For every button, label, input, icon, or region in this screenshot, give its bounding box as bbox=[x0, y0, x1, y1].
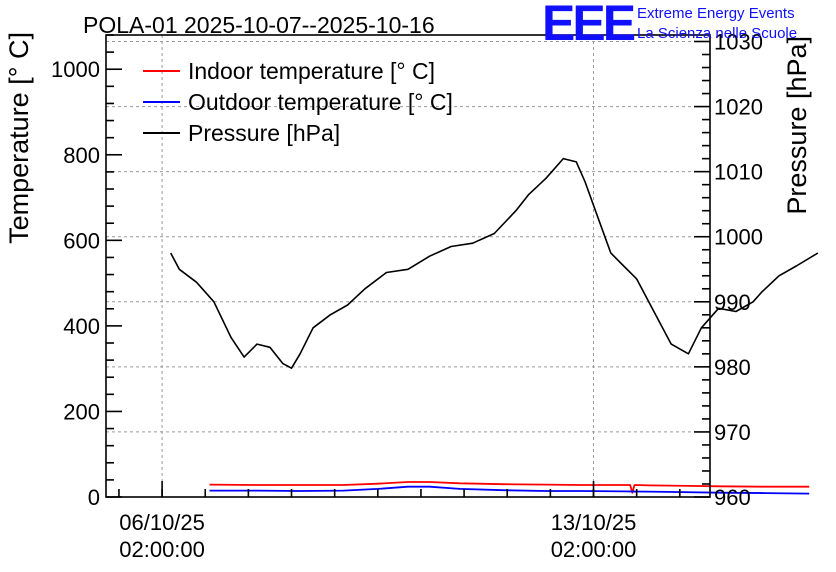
legend-label-outdoor: Outdoor temperature [° C] bbox=[188, 89, 453, 115]
y-left-tick-label: 200 bbox=[63, 399, 100, 424]
eee-logo-line2: La Scienza nelle Scuole bbox=[637, 25, 797, 42]
series-line-outdoor-temperature bbox=[209, 485, 810, 495]
y-right-tick-label: 990 bbox=[714, 290, 751, 315]
series-layer bbox=[169, 157, 819, 495]
legend-label-pressure: Pressure [hPa] bbox=[188, 120, 340, 146]
y-right-tick-label: 1030 bbox=[714, 30, 763, 55]
x-tick-label-date: 13/10/25 bbox=[551, 510, 637, 535]
y-right-tick-label: 1010 bbox=[714, 160, 763, 185]
y-left-tick-label: 800 bbox=[63, 143, 100, 168]
y-axis-left-label: Temperature [° C] bbox=[4, 32, 34, 244]
legend-label-indoor: Indoor temperature [° C] bbox=[188, 58, 435, 84]
y-axis-right-label: Pressure [hPa] bbox=[782, 36, 812, 215]
y-right-tick-label: 970 bbox=[714, 420, 751, 445]
series-line-pressure bbox=[169, 157, 819, 370]
x-tick-label-date: 06/10/25 bbox=[119, 510, 205, 535]
grid-layer bbox=[106, 35, 710, 497]
eee-logo-mark: EEE bbox=[542, 0, 635, 51]
eee-logo: EEE Extreme Energy Events La Scienza nel… bbox=[542, 0, 797, 51]
tick-layer: 0 200 400 600 800 1000 960 970 980 990 1000 1010 102… bbox=[51, 30, 763, 562]
y-right-tick-label: 1020 bbox=[714, 95, 763, 120]
eee-logo-line1: Extreme Energy Events bbox=[637, 5, 795, 22]
legend: Indoor temperature [° C] Outdoor tempera… bbox=[143, 58, 453, 146]
y-left-tick-label: 0 bbox=[88, 485, 100, 510]
y-left-tick-label: 600 bbox=[63, 228, 100, 253]
chart-title: POLA-01 2025-10-07--2025-10-16 bbox=[83, 12, 435, 38]
y-right-tick-label: 1000 bbox=[714, 225, 763, 250]
series-line-indoor-temperature bbox=[209, 481, 810, 494]
y-right-tick-label: 960 bbox=[714, 485, 751, 510]
y-left-tick-label: 400 bbox=[63, 314, 100, 339]
x-tick-label-time: 02:00:00 bbox=[119, 537, 205, 562]
x-tick-label-time: 02:00:00 bbox=[551, 537, 637, 562]
y-left-tick-label: 1000 bbox=[51, 57, 100, 82]
y-right-tick-label: 980 bbox=[714, 355, 751, 380]
plot-frame bbox=[105, 34, 711, 498]
